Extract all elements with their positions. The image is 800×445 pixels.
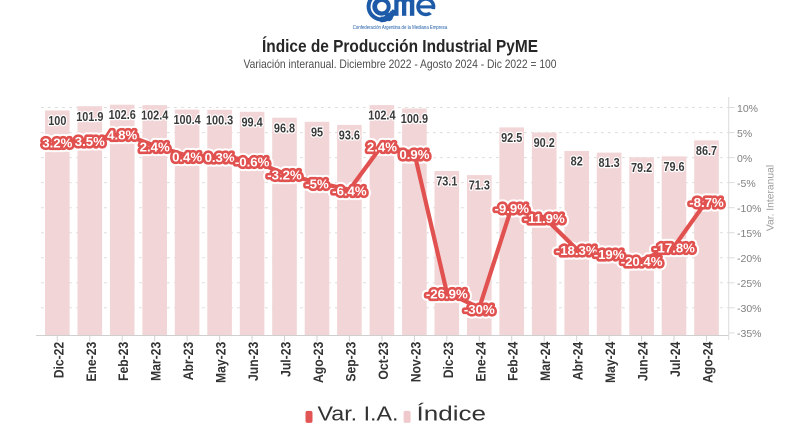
svg-text:4.8%: 4.8% — [107, 128, 137, 143]
svg-text:2.4%: 2.4% — [367, 140, 397, 155]
svg-text:79.6: 79.6 — [663, 160, 684, 174]
svg-text:-6.4%: -6.4% — [332, 184, 367, 199]
svg-text:May-24: May-24 — [603, 341, 618, 383]
svg-text:Abr-23: Abr-23 — [181, 341, 196, 380]
svg-text:Jul-24: Jul-24 — [668, 341, 683, 377]
svg-text:0.3%: 0.3% — [205, 150, 235, 165]
svg-text:100.3: 100.3 — [206, 113, 233, 127]
svg-text:100.9: 100.9 — [401, 112, 428, 126]
svg-text:81.3: 81.3 — [599, 156, 620, 170]
svg-text:Feb-23: Feb-23 — [116, 341, 131, 381]
svg-text:-35%: -35% — [737, 328, 762, 340]
svg-text:100: 100 — [48, 114, 66, 128]
svg-text:-5%: -5% — [737, 178, 756, 190]
svg-text:93.6: 93.6 — [339, 129, 360, 143]
svg-text:-18.3%: -18.3% — [556, 243, 598, 258]
svg-text:3.2%: 3.2% — [42, 136, 72, 151]
svg-text:73.1: 73.1 — [436, 175, 457, 189]
svg-text:71.3: 71.3 — [469, 179, 490, 193]
svg-text:10%: 10% — [737, 103, 758, 115]
svg-text:102.6: 102.6 — [109, 108, 136, 122]
svg-text:92.5: 92.5 — [501, 131, 522, 145]
svg-text:Dic-22: Dic-22 — [51, 342, 66, 379]
svg-text:Ene-24: Ene-24 — [473, 341, 488, 381]
svg-text:90.2: 90.2 — [534, 136, 555, 150]
svg-text:-25%: -25% — [737, 278, 762, 290]
svg-text:Índice de Producción Industria: Índice de Producción Industrial PyME — [262, 35, 538, 56]
svg-text:2.4%: 2.4% — [140, 140, 170, 155]
svg-text:-17.8%: -17.8% — [653, 241, 695, 256]
svg-text:Jul-23: Jul-23 — [279, 341, 294, 377]
svg-text:-30%: -30% — [737, 303, 762, 315]
svg-text:Sep-23: Sep-23 — [343, 341, 358, 381]
svg-text:-8.7%: -8.7% — [689, 195, 724, 210]
svg-text:0%: 0% — [737, 153, 752, 165]
svg-text:Mar-23: Mar-23 — [149, 341, 164, 381]
svg-text:-0.6%: -0.6% — [235, 155, 270, 170]
svg-text:-30%: -30% — [464, 302, 495, 317]
svg-text:Jun-23: Jun-23 — [246, 341, 261, 381]
svg-text:Variación interanual. Diciembr: Variación interanual. Diciembre 2022 - A… — [244, 57, 557, 71]
svg-text:Jun-24: Jun-24 — [636, 341, 651, 381]
svg-text:Feb-24: Feb-24 — [506, 341, 521, 381]
svg-text:May-23: May-23 — [214, 341, 229, 383]
svg-text:95: 95 — [311, 125, 323, 139]
svg-text:79.2: 79.2 — [631, 161, 652, 175]
svg-text:Abr-24: Abr-24 — [571, 341, 586, 380]
svg-text:Confederación Argentina de la: Confederación Argentina de la Mediana Em… — [353, 25, 448, 31]
svg-text:-19%: -19% — [594, 247, 625, 262]
svg-text:-9.9%: -9.9% — [494, 201, 529, 216]
svg-text:Oct-23: Oct-23 — [376, 341, 391, 379]
svg-text:-10%: -10% — [737, 203, 762, 215]
svg-text:5%: 5% — [737, 128, 752, 140]
svg-text:-11.9%: -11.9% — [524, 211, 565, 226]
svg-text:-20%: -20% — [737, 253, 762, 265]
svg-text:96.8: 96.8 — [274, 121, 295, 135]
svg-text:Ene-23: Ene-23 — [84, 341, 99, 381]
svg-text:-26.9%: -26.9% — [426, 286, 468, 301]
svg-text:86.7: 86.7 — [696, 144, 717, 158]
svg-text:Ago-23: Ago-23 — [311, 341, 326, 383]
svg-text:3.5%: 3.5% — [75, 134, 105, 149]
svg-text:Var. Interanual: Var. Interanual — [766, 165, 777, 231]
svg-text:Nov-23: Nov-23 — [408, 341, 423, 382]
svg-text:100.4: 100.4 — [174, 113, 201, 127]
svg-text:102.4: 102.4 — [141, 109, 168, 123]
svg-text:-5%: -5% — [305, 177, 329, 192]
svg-text:102.4: 102.4 — [368, 109, 395, 123]
svg-text:-15%: -15% — [737, 228, 762, 240]
svg-text:99.4: 99.4 — [242, 115, 263, 129]
svg-text:-20.4%: -20.4% — [621, 254, 663, 269]
svg-text:101.9: 101.9 — [76, 110, 103, 124]
svg-text:Mar-24: Mar-24 — [538, 341, 553, 381]
svg-text:Dic-23: Dic-23 — [441, 341, 456, 378]
svg-text:Var. I.A.: Var. I.A. — [318, 404, 399, 426]
svg-text:0.9%: 0.9% — [399, 147, 429, 162]
svg-text:Ago-24: Ago-24 — [701, 341, 716, 383]
svg-text:Índice: Índice — [417, 403, 487, 426]
svg-text:-3.2%: -3.2% — [267, 168, 302, 183]
svg-text:0.4%: 0.4% — [172, 150, 202, 165]
svg-text:82: 82 — [571, 155, 583, 169]
